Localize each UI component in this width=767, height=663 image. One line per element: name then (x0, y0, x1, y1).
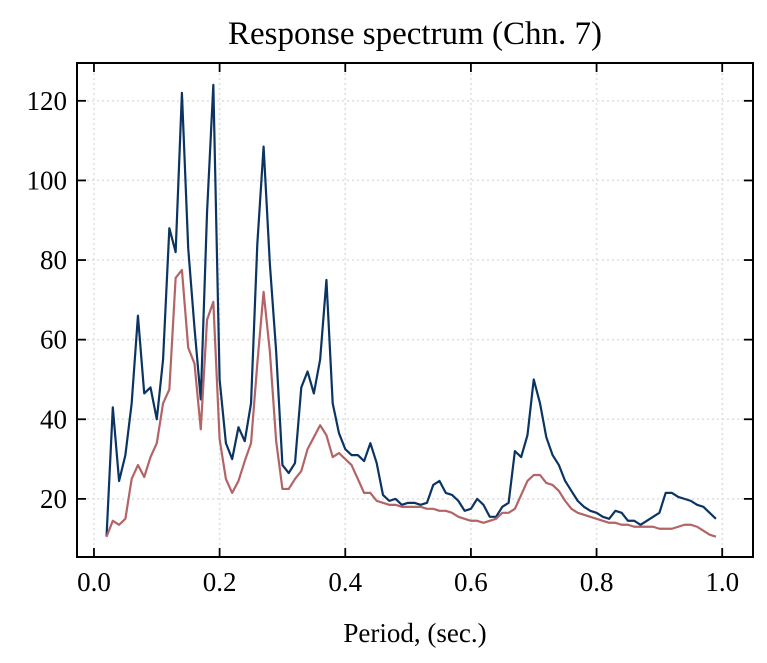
y-tick-label: 20 (40, 484, 67, 514)
x-axis-label: Period, (sec.) (343, 618, 486, 648)
x-tick-label: 1.0 (705, 567, 739, 597)
chart-title: Response spectrum (Chn. 7) (228, 16, 602, 52)
series-line (105, 83, 717, 537)
series-line (105, 268, 717, 538)
x-tick-label: 0.6 (454, 567, 488, 597)
x-tick-label: 0.0 (77, 567, 111, 597)
y-tick-label: 80 (40, 245, 67, 275)
y-tick-label: 40 (40, 404, 67, 434)
y-tick-label: 120 (27, 86, 68, 116)
x-tick-label: 0.2 (203, 567, 237, 597)
y-tick-label: 60 (40, 325, 67, 355)
y-tick-label: 100 (27, 165, 68, 195)
x-tick-label: 0.4 (328, 567, 362, 597)
x-tick-label: 0.8 (580, 567, 614, 597)
plot-frame (76, 62, 754, 558)
